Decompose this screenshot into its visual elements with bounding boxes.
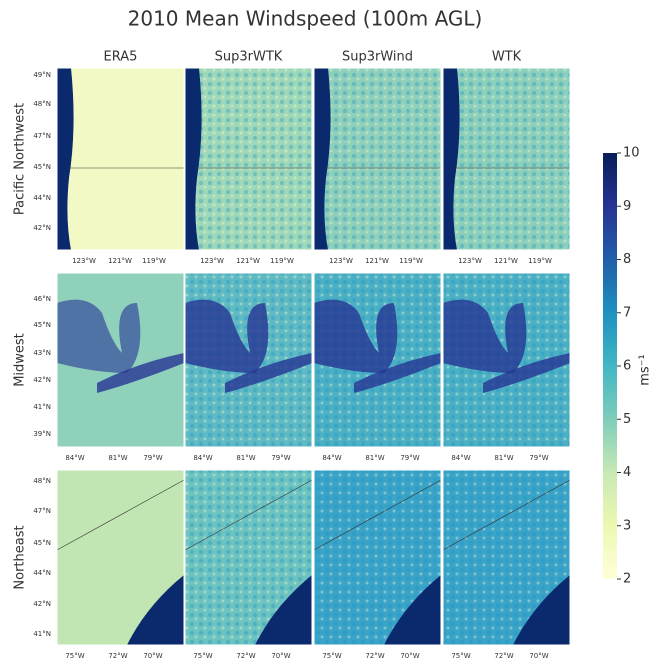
- lat-tick-label: 47°N: [33, 507, 51, 515]
- lon-tick-label: 75°W: [451, 652, 470, 660]
- lat-tick-label: 42°N: [33, 600, 51, 608]
- figure-title: 2010 Mean Windspeed (100m AGL): [128, 7, 483, 31]
- lat-tick-label: 48°N: [33, 100, 51, 108]
- lon-tick-label: 84°W: [322, 454, 341, 462]
- lon-tick-label: 75°W: [322, 652, 341, 660]
- row-label: Midwest: [13, 333, 28, 387]
- lon-tick-label: 119°W: [270, 257, 294, 265]
- colorbar-label: ms⁻¹: [638, 354, 651, 386]
- lat-tick-label: 41°N: [33, 403, 51, 411]
- lon-tick-label: 70°W: [143, 652, 162, 660]
- map-texture: [443, 68, 570, 250]
- lat-tick-label: 44°N: [33, 569, 51, 577]
- colorbar-tick-label: 7: [623, 305, 631, 320]
- lon-tick-label: 79°W: [271, 454, 290, 462]
- lake: [443, 300, 526, 373]
- lon-tick-label: 123°W: [72, 257, 96, 265]
- lon-tick-label: 119°W: [399, 257, 423, 265]
- map-texture: [314, 68, 441, 250]
- lon-tick-label: 121°W: [365, 257, 389, 265]
- lat-tick-label: 45°N: [33, 163, 51, 171]
- lon-tick-label: 81°W: [108, 454, 127, 462]
- column-title: Sup3rWTK: [215, 50, 283, 65]
- colorbar: [603, 153, 617, 579]
- lat-tick-label: 48°N: [33, 477, 51, 485]
- colorbar-tick-label: 3: [623, 518, 631, 533]
- lon-tick-label: 123°W: [329, 257, 353, 265]
- lon-tick-label: 81°W: [494, 454, 513, 462]
- lon-tick-label: 121°W: [494, 257, 518, 265]
- colorbar-tick-label: 6: [623, 359, 631, 374]
- column-title: Sup3rWind: [342, 50, 413, 65]
- lat-tick-label: 42°N: [33, 224, 51, 232]
- column-title: WTK: [492, 50, 522, 65]
- lon-tick-label: 123°W: [458, 257, 482, 265]
- map-panel: [57, 68, 184, 250]
- row-label: Northeast: [13, 525, 28, 589]
- colorbar-tick-label: 8: [623, 252, 631, 267]
- lon-tick-label: 70°W: [529, 652, 548, 660]
- lon-tick-label: 123°W: [200, 257, 224, 265]
- lon-tick-label: 79°W: [400, 454, 419, 462]
- lon-tick-label: 72°W: [108, 652, 127, 660]
- lon-tick-label: 121°W: [108, 257, 132, 265]
- lon-tick-label: 81°W: [236, 454, 255, 462]
- lon-tick-label: 70°W: [271, 652, 290, 660]
- lon-tick-label: 75°W: [65, 652, 84, 660]
- lat-tick-label: 46°N: [33, 295, 51, 303]
- lon-tick-label: 119°W: [528, 257, 552, 265]
- colorbar-tick-label: 2: [623, 572, 631, 587]
- lat-tick-label: 43°N: [33, 349, 51, 357]
- lon-tick-label: 84°W: [451, 454, 470, 462]
- colorbar-tick-label: 5: [623, 412, 631, 427]
- lat-tick-label: 45°N: [33, 539, 51, 547]
- lat-tick-label: 45°N: [33, 321, 51, 329]
- lat-tick-label: 41°N: [33, 630, 51, 638]
- map-texture: [185, 68, 312, 250]
- lon-tick-label: 121°W: [236, 257, 260, 265]
- row-label: Pacific Northwest: [13, 103, 28, 215]
- colorbar-tick-label: 4: [623, 465, 631, 480]
- lat-tick-label: 47°N: [33, 132, 51, 140]
- lake: [57, 300, 140, 373]
- lon-tick-label: 84°W: [193, 454, 212, 462]
- colorbar-tick-label: 10: [623, 146, 640, 161]
- lon-tick-label: 79°W: [143, 454, 162, 462]
- lat-tick-label: 49°N: [33, 71, 51, 79]
- lon-tick-label: 75°W: [193, 652, 212, 660]
- lon-tick-label: 79°W: [529, 454, 548, 462]
- lon-tick-label: 70°W: [400, 652, 419, 660]
- lat-tick-label: 39°N: [33, 430, 51, 438]
- lon-tick-label: 72°W: [365, 652, 384, 660]
- lake: [185, 300, 268, 373]
- figure: 2010 Mean Windspeed (100m AGL) ms⁻¹ ERA5…: [0, 0, 651, 662]
- lat-tick-label: 42°N: [33, 376, 51, 384]
- colorbar-tick-label: 9: [623, 199, 631, 214]
- column-title: ERA5: [104, 50, 138, 65]
- lake: [314, 300, 397, 373]
- lat-tick-label: 44°N: [33, 194, 51, 202]
- lon-tick-label: 84°W: [65, 454, 84, 462]
- lon-tick-label: 81°W: [365, 454, 384, 462]
- lon-tick-label: 72°W: [236, 652, 255, 660]
- lon-tick-label: 119°W: [142, 257, 166, 265]
- lon-tick-label: 72°W: [494, 652, 513, 660]
